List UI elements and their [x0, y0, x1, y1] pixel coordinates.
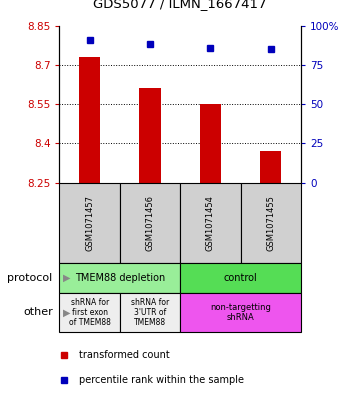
Text: GDS5077 / ILMN_1667417: GDS5077 / ILMN_1667417 [94, 0, 267, 10]
Bar [240, 183, 301, 263]
Bar [59, 183, 120, 263]
Bar [180, 263, 301, 293]
Bar [260, 151, 281, 183]
Text: GSM1071456: GSM1071456 [146, 195, 154, 251]
Bar [120, 293, 180, 332]
Bar [180, 183, 240, 263]
Bar [120, 183, 180, 263]
Text: GSM1071455: GSM1071455 [266, 195, 275, 251]
Text: GSM1071454: GSM1071454 [206, 195, 215, 251]
Bar [79, 57, 100, 183]
Text: shRNA for
3'UTR of
TMEM88: shRNA for 3'UTR of TMEM88 [131, 298, 169, 327]
Text: protocol: protocol [7, 273, 53, 283]
Text: TMEM88 depletion: TMEM88 depletion [75, 273, 165, 283]
Text: transformed count: transformed count [79, 350, 170, 360]
Bar [59, 293, 120, 332]
Text: ▶: ▶ [63, 307, 70, 318]
Bar [139, 88, 160, 183]
Bar [180, 293, 301, 332]
Text: non-targetting
shRNA: non-targetting shRNA [210, 303, 271, 322]
Text: percentile rank within the sample: percentile rank within the sample [79, 375, 244, 385]
Bar [200, 104, 221, 183]
Text: other: other [23, 307, 53, 318]
Text: shRNA for
first exon
of TMEM88: shRNA for first exon of TMEM88 [69, 298, 110, 327]
Text: control: control [224, 273, 257, 283]
Text: ▶: ▶ [63, 273, 70, 283]
Text: GSM1071457: GSM1071457 [85, 195, 94, 251]
Bar [59, 263, 180, 293]
